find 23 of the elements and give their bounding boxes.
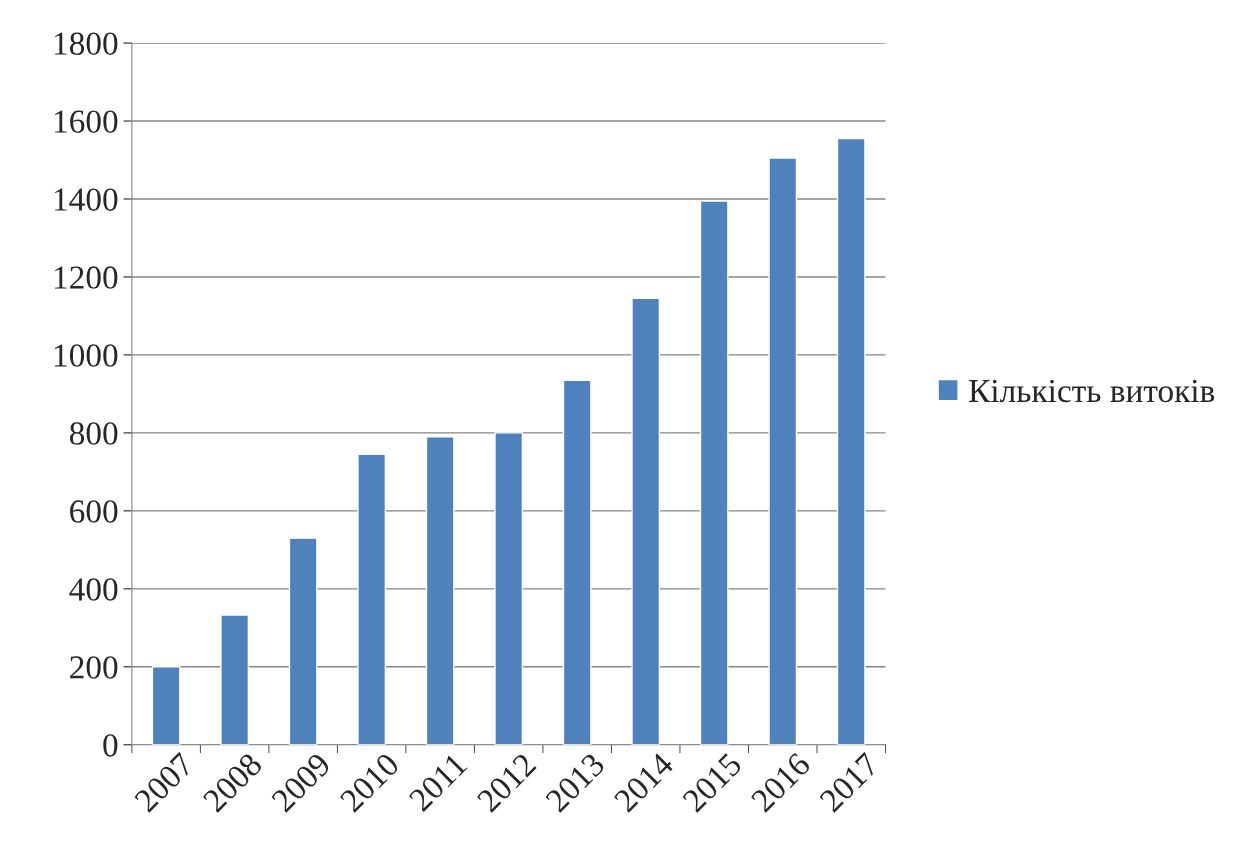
bar xyxy=(562,379,592,745)
bar xyxy=(288,537,318,745)
bar xyxy=(220,614,250,745)
y-tick-label: 1600 xyxy=(54,110,118,133)
bar xyxy=(494,432,524,745)
y-tick-label: 1000 xyxy=(54,344,118,367)
bar xyxy=(836,137,866,745)
bar xyxy=(699,200,729,745)
bar xyxy=(151,666,181,745)
y-tick-label: 800 xyxy=(69,422,118,445)
y-tick-label: 1400 xyxy=(54,188,118,211)
bar xyxy=(631,297,661,745)
bar xyxy=(768,157,798,745)
y-tick-label: 200 xyxy=(70,656,118,679)
y-tick-label: 0 xyxy=(103,734,118,757)
y-tick-label: 400 xyxy=(69,578,118,601)
legend-label: Кількість витоків xyxy=(969,379,1215,403)
x-tick-label: 2011 xyxy=(408,752,468,813)
y-tick-label: 1800 xyxy=(54,32,118,55)
y-tick-label: 1200 xyxy=(54,266,118,289)
y-tick-label: 600 xyxy=(70,500,118,523)
bar xyxy=(425,436,455,745)
bar xyxy=(357,453,387,745)
